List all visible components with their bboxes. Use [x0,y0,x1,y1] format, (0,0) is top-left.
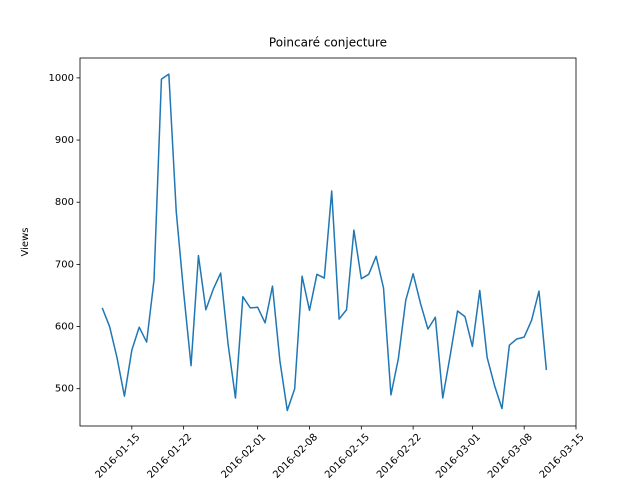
x-tick-label: 2016-02-15 [323,432,372,480]
x-tick-label: 2016-03-15 [538,432,587,480]
y-axis-label: Views [20,228,31,257]
plot-frame [79,57,577,427]
x-tick-label: 2016-03-08 [486,432,535,480]
y-tick-label: 900 [55,135,74,146]
y-tick-label: 1000 [49,73,74,84]
y-tick-label: 800 [55,197,74,208]
x-tick-label: 2016-02-08 [271,432,320,480]
y-tick-label: 600 [55,322,74,333]
x-tick-label: 2016-01-15 [94,432,143,480]
x-tick-label: 2016-02-01 [219,432,268,480]
y-tick-label: 700 [55,259,74,270]
y-tick-label: 500 [55,384,74,395]
x-tick-label: 2016-02-22 [375,432,424,480]
x-tick-label: 2016-03-01 [434,432,483,480]
x-tick-label: 2016-01-22 [145,432,194,480]
chart-title: Poincaré conjecture [269,36,387,50]
data-line [101,73,548,412]
